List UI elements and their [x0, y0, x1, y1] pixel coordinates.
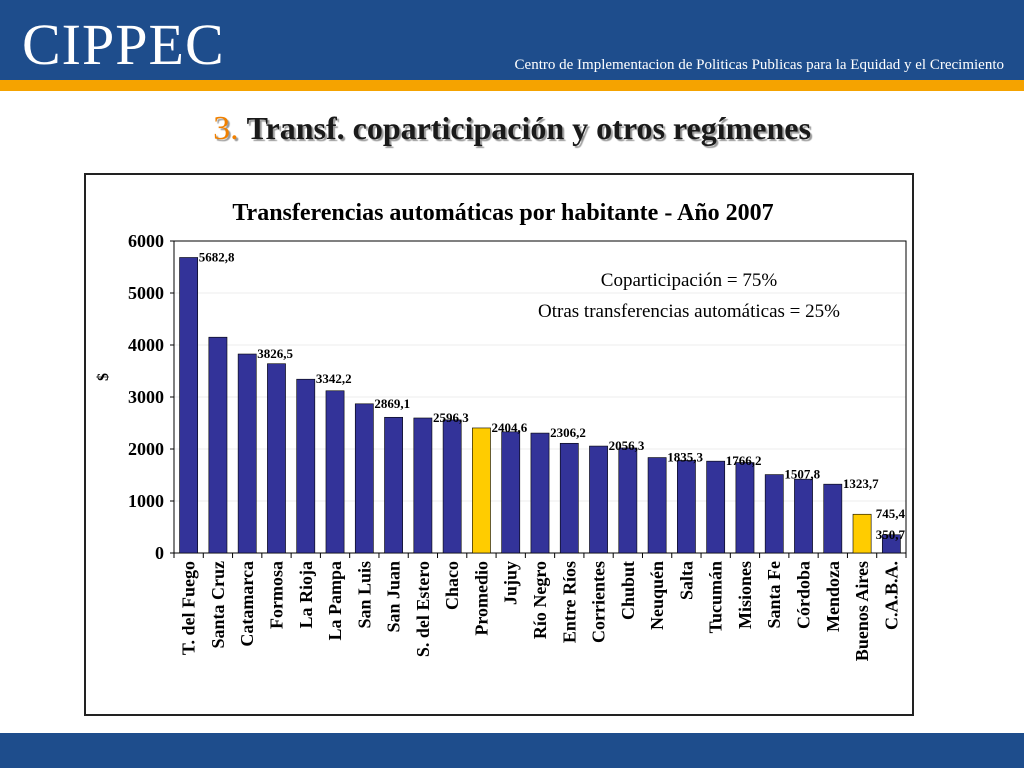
x-tick-label-chaco: Chaco	[442, 561, 462, 610]
data-label-rio-negro: 2306,2	[550, 425, 586, 440]
bar-catamarca	[237, 353, 257, 554]
x-tick-label-cordoba: Córdoba	[794, 561, 814, 629]
y-tick-label: 2000	[128, 439, 164, 459]
x-tick-label-la-pampa: La Pampa	[325, 561, 345, 641]
y-tick-label: 3000	[128, 387, 164, 407]
x-tick-label-mendoza: Mendoza	[823, 561, 843, 632]
x-tick-label-santa-cruz: Santa Cruz	[208, 561, 228, 649]
bar-s-del-estero	[413, 417, 433, 554]
bar-la-pampa	[325, 390, 345, 554]
x-tick-label-san-juan: San Juan	[384, 561, 404, 633]
annotation-coparticipacion: Coparticipación = 75%	[601, 270, 778, 291]
bar-tucuman	[706, 460, 726, 554]
accent-stripe	[0, 80, 1024, 91]
y-tick-label: 4000	[128, 335, 164, 355]
bar-cordoba	[794, 478, 813, 554]
x-tick-label-salta: Salta	[676, 561, 696, 600]
bar-jujuy	[501, 431, 521, 554]
bar-san-luis	[354, 403, 374, 554]
data-label-tucuman: 1766,2	[726, 453, 762, 468]
footer-bar	[0, 733, 1024, 768]
data-label-corrientes: 2056,3	[609, 438, 645, 453]
slide-number: 3.	[213, 110, 239, 147]
bar-mendoza	[823, 483, 843, 554]
header-bar: CIPPEC Centro de Implementacion de Polit…	[0, 0, 1024, 80]
bar-t-del-fuego	[179, 257, 199, 554]
x-tick-label-formosa: Formosa	[266, 561, 286, 629]
x-tick-label-t-del-fuego: T. del Fuego	[179, 561, 199, 655]
bar-entre-rios	[559, 442, 579, 554]
bar-misiones	[735, 462, 755, 554]
x-tick-label-entre-rios: Entre Ríos	[559, 561, 579, 643]
header-tagline: Centro de Implementacion de Politicas Pu…	[514, 57, 1004, 73]
slide-title: 3. Transf. coparticipación y otros regíme…	[0, 110, 1024, 148]
x-tick-label-jujuy: Jujuy	[501, 561, 521, 605]
x-tick-label-promedio: Promedio	[471, 561, 491, 636]
bar-salta	[677, 460, 696, 554]
y-tick-label: 0	[155, 543, 164, 563]
annotation-otras-transferencias: Otras transferencias automáticas = 25%	[538, 301, 840, 322]
data-label-s-del-estero: 2596,3	[433, 410, 469, 425]
bar-la-rioja	[296, 378, 316, 554]
bar-rio-negro	[530, 432, 550, 554]
data-label-promedio: 2404,6	[492, 420, 528, 435]
cippec-logo: CIPPEC	[22, 12, 225, 77]
chart-frame: Transferencias automáticas por habitante…	[84, 173, 914, 716]
x-tick-label-corrientes: Corrientes	[589, 561, 609, 643]
y-axis-label: $	[95, 373, 112, 381]
bar-santa-fe	[764, 474, 784, 554]
x-tick-label-buenos-aires: Buenos Aires	[852, 561, 872, 661]
bar-santa-cruz	[208, 336, 228, 554]
x-tick-label-rio-negro: Río Negro	[530, 561, 550, 639]
data-label-c-a-b-a: 350,7	[876, 527, 906, 542]
x-tick-label-la-rioja: La Rioja	[296, 561, 316, 629]
chart-title: Transferencias automáticas por habitante…	[232, 200, 773, 226]
y-tick-label: 1000	[128, 491, 164, 511]
y-tick-label: 5000	[128, 283, 164, 303]
bar-chubut	[618, 447, 638, 554]
data-label-san-luis: 2869,1	[374, 396, 410, 411]
x-tick-label-misiones: Misiones	[735, 561, 755, 629]
x-tick-label-chubut: Chubut	[618, 561, 638, 620]
bar-san-juan	[384, 416, 403, 554]
x-tick-label-s-del-estero: S. del Estero	[413, 561, 433, 657]
x-tick-label-tucuman: Tucumán	[706, 561, 726, 633]
data-label-santa-fe: 1507,8	[784, 467, 820, 482]
bar-c-a-b-a	[881, 534, 901, 554]
data-label-buenos-aires: 745,4	[876, 506, 906, 521]
x-tick-label-santa-fe: Santa Fe	[764, 561, 784, 629]
bar-chart: Transferencias automáticas por habitante…	[95, 200, 907, 661]
bar-buenos-aires	[852, 513, 872, 554]
data-label-t-del-fuego: 5682,8	[199, 249, 235, 264]
data-label-catamarca: 3826,5	[257, 346, 293, 361]
data-label-mendoza: 1323,7	[843, 476, 879, 491]
bar-promedio	[472, 427, 491, 554]
y-tick-label: 6000	[128, 231, 164, 251]
x-tick-label-san-luis: San Luis	[354, 561, 374, 629]
bar-formosa	[267, 363, 286, 554]
data-label-la-rioja: 3342,2	[316, 371, 352, 386]
x-tick-label-neuquen: Neuquén	[647, 561, 667, 630]
bar-corrientes	[589, 445, 608, 554]
x-tick-label-c-a-b-a: C.A.B.A.	[881, 561, 901, 630]
bar-neuquen	[647, 457, 667, 554]
bar-chaco	[442, 419, 462, 554]
x-tick-label-catamarca: Catamarca	[237, 561, 257, 647]
slide-title-text: Transf. coparticipación y otros regímene…	[246, 110, 811, 146]
data-label-neuquen: 1835,3	[667, 450, 703, 465]
